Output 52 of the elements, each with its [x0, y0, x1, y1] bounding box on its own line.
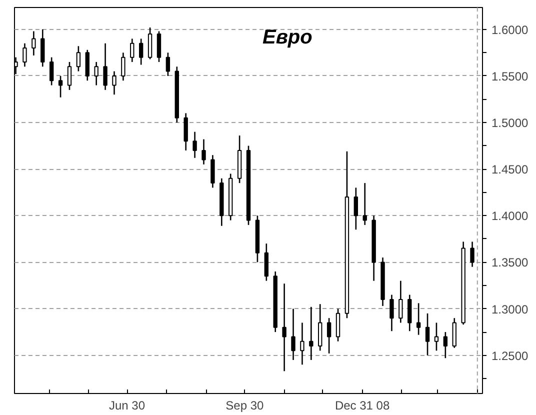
- candlestick: [291, 308, 296, 361]
- candlestick: [362, 182, 367, 226]
- candlestick: [309, 306, 314, 361]
- candlestick: [470, 241, 474, 268]
- candlestick: [264, 242, 268, 282]
- candlestick: [76, 45, 81, 72]
- candlestick: [156, 30, 162, 63]
- candlestick: [32, 30, 36, 56]
- x-tick-label: Dec 31 08: [334, 398, 390, 412]
- candlestick: [425, 312, 430, 356]
- candlestick: [130, 38, 134, 63]
- candlestick: [300, 322, 304, 366]
- candlestick: [148, 26, 152, 60]
- candlestick: [192, 131, 197, 159]
- candlestick: [184, 112, 188, 152]
- x-tick-label: Jun 30: [109, 398, 146, 412]
- y-tick-label: 1.4000: [492, 209, 529, 224]
- candlestick: [282, 282, 286, 372]
- y-tick-label: 1.5000: [492, 116, 529, 130]
- candlestick: [390, 294, 394, 332]
- candlestick: [49, 56, 54, 86]
- x-tick-label: Sep 30: [226, 398, 264, 412]
- y-tick-label: 1.2500: [492, 348, 529, 363]
- candlestick: [103, 42, 108, 91]
- text: Евро: [262, 26, 312, 48]
- candlestick: [22, 42, 27, 68]
- candlestick: [443, 331, 448, 359]
- y-tick-label: 1.6000: [492, 22, 529, 37]
- candlestick: [210, 154, 215, 188]
- candlestick: [94, 61, 98, 86]
- candlestick: [398, 280, 403, 324]
- candlestick: [40, 28, 45, 68]
- candlestick: [138, 38, 144, 66]
- y-tick-label: 1.4500: [492, 162, 529, 177]
- y-tick-label: 1.5500: [492, 69, 529, 84]
- candlestick: [318, 303, 322, 352]
- candlestick: [416, 302, 421, 336]
- candlestick: [354, 187, 358, 230]
- candlestick: [85, 49, 90, 82]
- candlestick: [121, 52, 126, 82]
- y-tick-label: 1.3500: [492, 256, 529, 270]
- candlestick: [166, 52, 170, 77]
- candlestick: [58, 75, 63, 98]
- candlestick: [452, 317, 456, 349]
- candlestick: [67, 61, 72, 91]
- candlestick: [408, 294, 412, 332]
- candlestick: [112, 70, 116, 96]
- candlestick: [336, 308, 340, 342]
- y-tick-label: 1.3000: [492, 302, 529, 316]
- candlestick: [326, 317, 332, 354]
- candlestick: [202, 138, 206, 166]
- candlestick: [434, 322, 439, 352]
